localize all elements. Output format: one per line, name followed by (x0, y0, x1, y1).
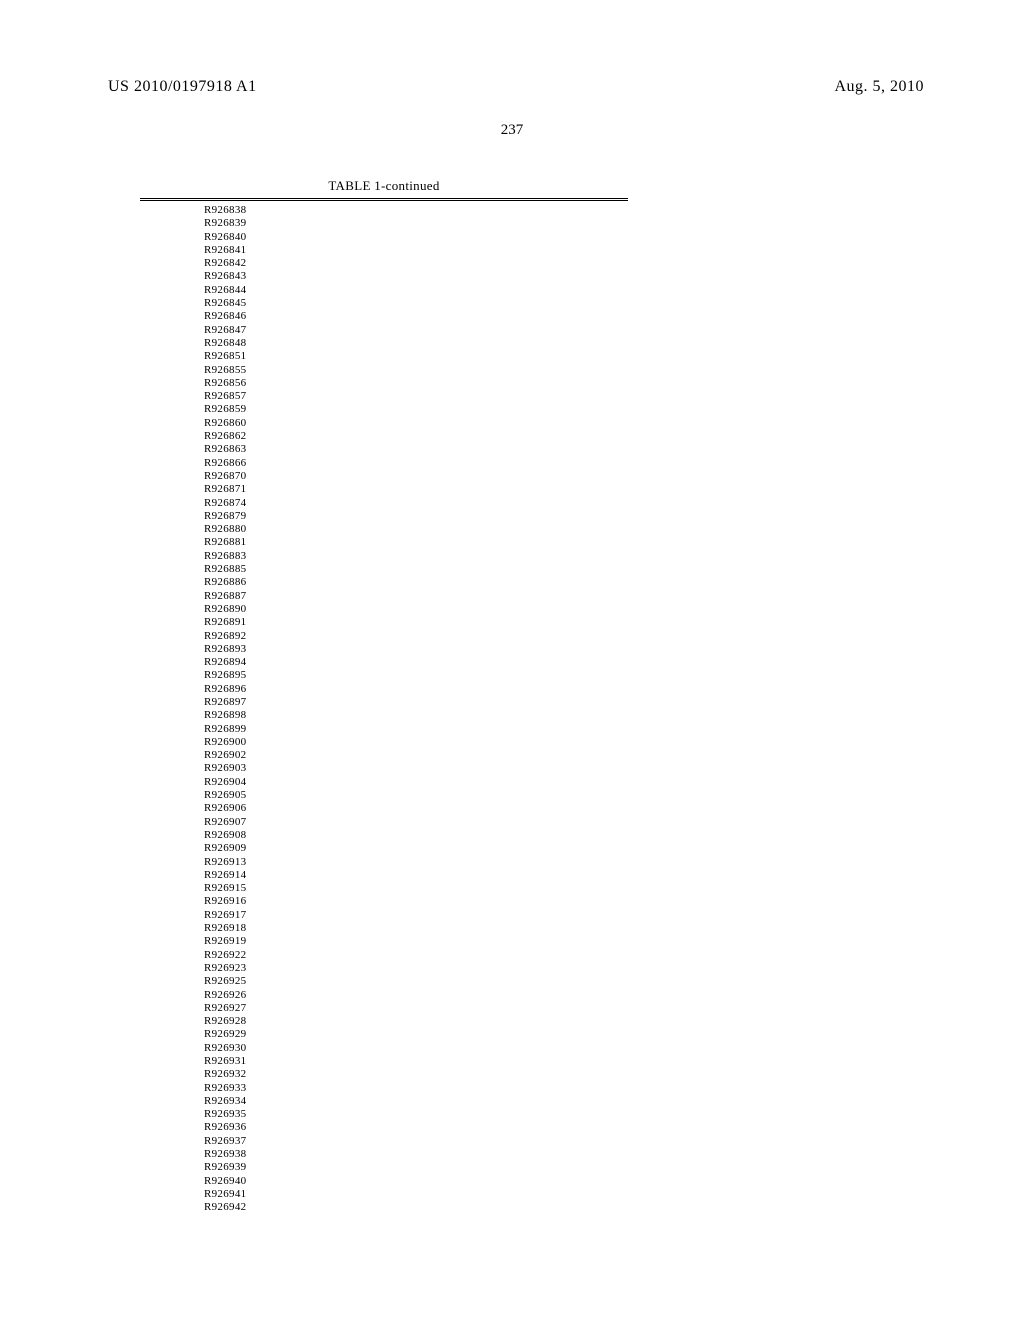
compound-entry: R926918 (204, 922, 628, 935)
compound-entry: R926942 (204, 1201, 628, 1214)
compound-entry: R926927 (204, 1002, 628, 1015)
compound-entry: R926922 (204, 949, 628, 962)
compound-entry: R926883 (204, 550, 628, 563)
compound-entry: R926839 (204, 217, 628, 230)
compound-entry: R926932 (204, 1068, 628, 1081)
compound-entry: R926915 (204, 882, 628, 895)
compound-entry: R926898 (204, 709, 628, 722)
compound-entry: R926881 (204, 536, 628, 549)
compound-entry: R926855 (204, 364, 628, 377)
compound-entry: R926930 (204, 1042, 628, 1055)
compound-entry: R926874 (204, 497, 628, 510)
compound-entry: R926904 (204, 776, 628, 789)
compound-entry: R926871 (204, 483, 628, 496)
compound-entry: R926879 (204, 510, 628, 523)
compound-entry: R926897 (204, 696, 628, 709)
compound-entry: R926886 (204, 576, 628, 589)
compound-entry: R926857 (204, 390, 628, 403)
compound-entry: R926859 (204, 403, 628, 416)
compound-entry: R926843 (204, 270, 628, 283)
compound-entry: R926887 (204, 590, 628, 603)
compound-entry: R926870 (204, 470, 628, 483)
compound-entry: R926847 (204, 324, 628, 337)
compound-entry: R926929 (204, 1028, 628, 1041)
compound-entry: R926936 (204, 1121, 628, 1134)
compound-entry: R926928 (204, 1015, 628, 1028)
compound-entry: R926925 (204, 975, 628, 988)
compound-entry: R926890 (204, 603, 628, 616)
table-title: TABLE 1-continued (140, 178, 628, 194)
compound-entry: R926895 (204, 669, 628, 682)
compound-entry: R926840 (204, 231, 628, 244)
compound-entry: R926908 (204, 829, 628, 842)
compound-entry: R926907 (204, 816, 628, 829)
compound-entry: R926838 (204, 204, 628, 217)
compound-entry: R926902 (204, 749, 628, 762)
compound-entry: R926900 (204, 736, 628, 749)
compound-entry: R926939 (204, 1161, 628, 1174)
table-container: TABLE 1-continued R926838R926839R926840R… (140, 178, 628, 1215)
publication-number: US 2010/0197918 A1 (108, 78, 257, 96)
compound-entry: R926933 (204, 1082, 628, 1095)
compound-entry: R926856 (204, 377, 628, 390)
compound-entry: R926841 (204, 244, 628, 257)
compound-entry: R926848 (204, 337, 628, 350)
compound-entry: R926938 (204, 1148, 628, 1161)
compound-entry: R926931 (204, 1055, 628, 1068)
compound-entry: R926860 (204, 417, 628, 430)
compound-entry: R926926 (204, 989, 628, 1002)
compound-entry: R926885 (204, 563, 628, 576)
compound-entry: R926894 (204, 656, 628, 669)
compound-entry: R926913 (204, 856, 628, 869)
compound-entry: R926880 (204, 523, 628, 536)
compound-entry: R926892 (204, 630, 628, 643)
compound-entry: R926866 (204, 457, 628, 470)
publication-date: Aug. 5, 2010 (834, 78, 924, 96)
compound-entry: R926917 (204, 909, 628, 922)
compound-entry: R926845 (204, 297, 628, 310)
compound-entry: R926919 (204, 935, 628, 948)
compound-entry: R926940 (204, 1175, 628, 1188)
compound-entry: R926846 (204, 310, 628, 323)
compound-entry: R926914 (204, 869, 628, 882)
compound-entry: R926905 (204, 789, 628, 802)
compound-entry: R926906 (204, 802, 628, 815)
compound-entry: R926893 (204, 643, 628, 656)
compound-entry: R926891 (204, 616, 628, 629)
compound-list: R926838R926839R926840R926841R926842R9268… (140, 204, 628, 1215)
compound-entry: R926863 (204, 443, 628, 456)
compound-entry: R926937 (204, 1135, 628, 1148)
compound-entry: R926941 (204, 1188, 628, 1201)
compound-entry: R926909 (204, 842, 628, 855)
compound-entry: R926862 (204, 430, 628, 443)
table-top-rule (140, 198, 628, 201)
compound-entry: R926935 (204, 1108, 628, 1121)
page-number: 237 (0, 122, 1024, 139)
compound-entry: R926844 (204, 284, 628, 297)
compound-entry: R926903 (204, 762, 628, 775)
compound-entry: R926916 (204, 895, 628, 908)
compound-entry: R926842 (204, 257, 628, 270)
compound-entry: R926899 (204, 723, 628, 736)
compound-entry: R926923 (204, 962, 628, 975)
compound-entry: R926851 (204, 350, 628, 363)
compound-entry: R926896 (204, 683, 628, 696)
compound-entry: R926934 (204, 1095, 628, 1108)
